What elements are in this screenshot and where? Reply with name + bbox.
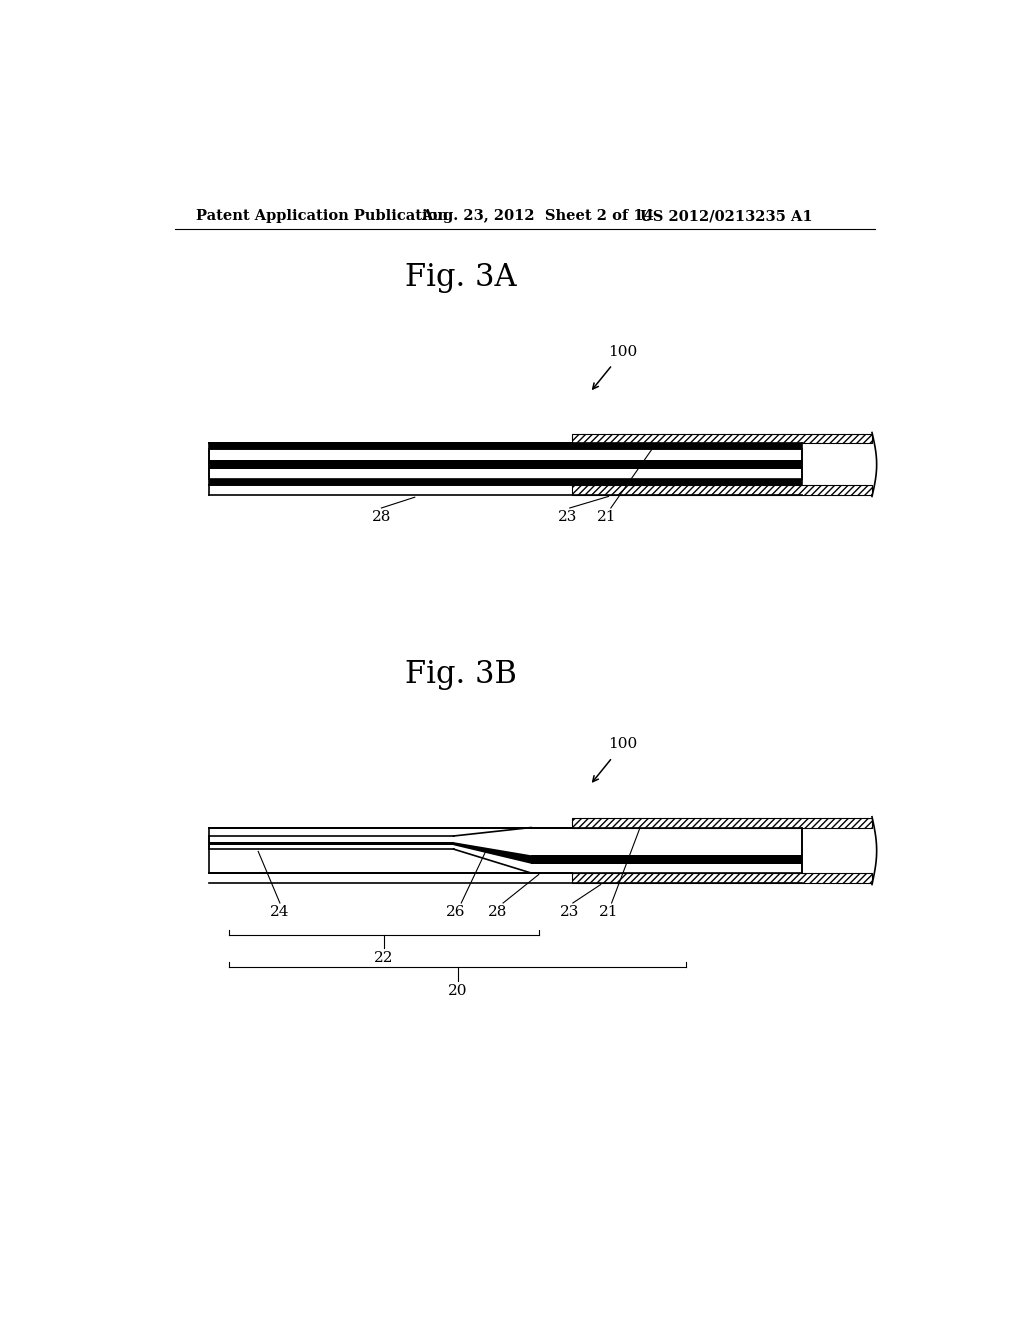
Bar bbox=[209, 444, 802, 449]
Bar bbox=[572, 818, 872, 828]
Text: 23: 23 bbox=[560, 906, 580, 919]
Text: 100: 100 bbox=[607, 345, 637, 359]
Bar bbox=[209, 449, 802, 479]
Text: 26: 26 bbox=[446, 906, 466, 919]
Bar bbox=[209, 461, 802, 469]
Bar bbox=[531, 855, 802, 863]
Text: 23: 23 bbox=[558, 511, 578, 524]
Text: 21: 21 bbox=[597, 511, 616, 524]
Text: 21: 21 bbox=[599, 906, 618, 919]
Text: Fig. 3A: Fig. 3A bbox=[406, 263, 517, 293]
Bar bbox=[209, 828, 802, 873]
Text: 28: 28 bbox=[372, 511, 391, 524]
Bar bbox=[572, 484, 872, 495]
Text: 28: 28 bbox=[488, 906, 507, 919]
Text: Fig. 3B: Fig. 3B bbox=[406, 659, 517, 690]
Polygon shape bbox=[454, 842, 531, 863]
Bar bbox=[572, 434, 872, 444]
Text: Aug. 23, 2012  Sheet 2 of 14: Aug. 23, 2012 Sheet 2 of 14 bbox=[421, 209, 653, 223]
Text: 20: 20 bbox=[449, 983, 468, 998]
Text: Patent Application Publication: Patent Application Publication bbox=[197, 209, 449, 223]
Bar bbox=[209, 842, 454, 845]
Text: 100: 100 bbox=[607, 738, 637, 751]
Bar bbox=[572, 873, 872, 883]
Text: 24: 24 bbox=[270, 906, 290, 919]
Text: US 2012/0213235 A1: US 2012/0213235 A1 bbox=[640, 209, 812, 223]
Text: 22: 22 bbox=[374, 952, 393, 965]
Bar bbox=[209, 479, 802, 484]
